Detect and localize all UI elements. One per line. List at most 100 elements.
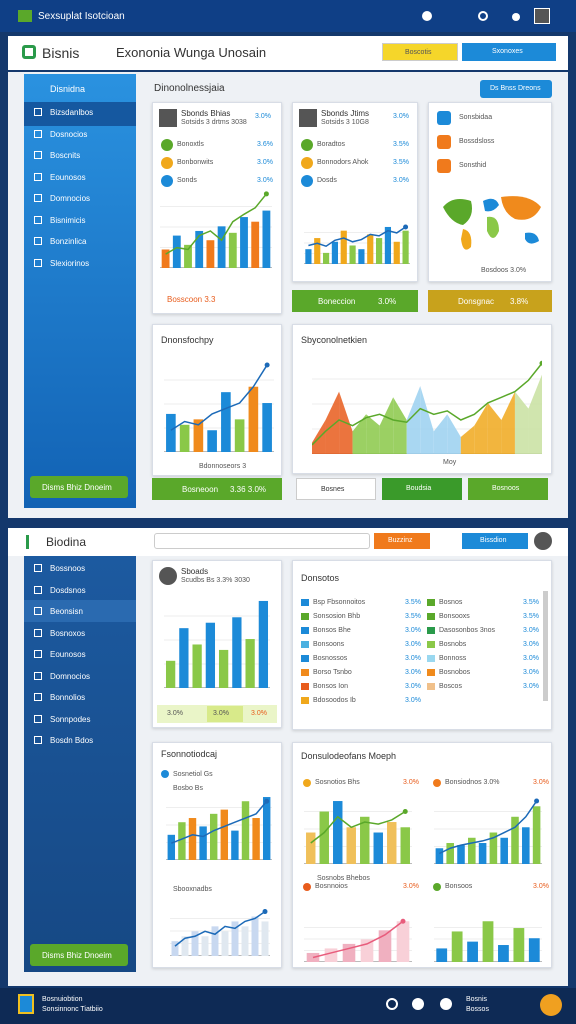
- avatar[interactable]: [534, 8, 550, 24]
- nav-icon[interactable]: [34, 194, 42, 202]
- nav-item[interactable]: Bosnoxos: [50, 628, 86, 638]
- button[interactable]: Sxonoxes: [462, 43, 556, 61]
- nav-item[interactable]: Slexiorinos: [50, 258, 90, 268]
- active-item[interactable]: [24, 600, 136, 622]
- list-icon: [427, 627, 435, 634]
- nav-item[interactable]: Bisnimicis: [50, 215, 86, 225]
- avatar[interactable]: [540, 994, 562, 1016]
- button[interactable]: Bissdion: [462, 533, 528, 549]
- mini-label: Bosnnoios: [315, 883, 348, 890]
- area-segment: [474, 402, 488, 454]
- row-value: 3.0%: [257, 177, 273, 184]
- nav-item[interactable]: Eounosos: [50, 650, 86, 659]
- bar: [178, 822, 186, 860]
- list-icon: [301, 697, 309, 704]
- card: Donsulodeofans Moeph Sosnobs Bhebos Sosn…: [292, 742, 552, 968]
- icon[interactable]: [440, 998, 452, 1010]
- nav-icon[interactable]: [34, 237, 42, 245]
- nav-icon[interactable]: [34, 151, 42, 159]
- scrollbar[interactable]: [543, 591, 548, 701]
- nav-item[interactable]: Eounosos: [50, 172, 86, 182]
- mini-label: Sosnotios Bhs: [315, 779, 360, 786]
- line: [308, 226, 407, 248]
- footer-line: Sonsinnonc Tiatbiio: [42, 1006, 103, 1013]
- nav-item[interactable]: Dosdsnos: [50, 585, 86, 595]
- mini-value: 3.0%: [533, 883, 549, 890]
- icon[interactable]: [422, 11, 432, 21]
- chart: [434, 921, 542, 962]
- nav-icon[interactable]: [34, 258, 42, 267]
- nav-icon[interactable]: [34, 736, 42, 744]
- button[interactable]: Boscotis: [382, 43, 458, 61]
- card: Sonsbidaa Bossdsloss Sonsthid Bosdoos 3.0%: [428, 102, 552, 282]
- nav-icon[interactable]: [34, 172, 42, 181]
- chart: [304, 224, 410, 264]
- list-label: Bosnos: [439, 599, 463, 606]
- nav-item[interactable]: Bonzinlica: [50, 237, 87, 246]
- button[interactable]: Bosnes: [296, 478, 376, 500]
- nav-item[interactable]: Beonsisn: [50, 607, 83, 616]
- nav-icon[interactable]: [34, 650, 42, 658]
- nav-icon[interactable]: [34, 215, 42, 224]
- bar: [165, 660, 176, 688]
- nav-icon[interactable]: [34, 714, 42, 723]
- nav-icon[interactable]: [34, 628, 42, 637]
- nav-item[interactable]: Bosdn Bdos: [50, 736, 94, 745]
- area-segment: [325, 391, 340, 454]
- top-bar: Sexsuplat Isotcioan: [0, 0, 576, 32]
- bar: [261, 921, 269, 956]
- row-label: Bonbonwits: [177, 159, 214, 166]
- active-item[interactable]: [24, 102, 136, 126]
- nav-item[interactable]: Domnocios: [50, 194, 91, 203]
- icon[interactable]: [412, 998, 424, 1010]
- line-point: [262, 909, 268, 915]
- button[interactable]: Disms Bhiz Dnoeim: [30, 476, 128, 498]
- row-label: Sonsbidaa: [459, 114, 493, 121]
- label: Bosneoon: [182, 485, 219, 494]
- brand: Sexsuplat Isotcioan: [38, 11, 125, 22]
- list-icon: [301, 669, 309, 676]
- bar: [367, 234, 374, 264]
- legend: Bosbo Bs: [173, 785, 203, 792]
- bar: [446, 843, 454, 864]
- button[interactable]: Ds Bnss Dreons: [480, 80, 552, 98]
- nav-icon[interactable]: [34, 607, 42, 615]
- legend: Sosnetiol Gs: [173, 771, 213, 778]
- nav-icon[interactable]: [34, 108, 42, 116]
- avatar[interactable]: [534, 532, 552, 550]
- search-box[interactable]: [154, 533, 370, 549]
- list-icon: [301, 627, 309, 634]
- nav-item[interactable]: Bossnoos: [50, 564, 86, 573]
- button[interactable]: Disms Bhiz Dnoeim: [30, 944, 128, 966]
- nav-icon[interactable]: [34, 693, 42, 701]
- nav-item[interactable]: Boscnits: [50, 151, 81, 160]
- nav-icon[interactable]: [34, 585, 42, 594]
- logo-icon: [22, 45, 36, 59]
- icon[interactable]: [512, 13, 520, 21]
- mini-value: 3.0%: [533, 779, 549, 786]
- nav-item[interactable]: Bonnolios: [50, 693, 86, 702]
- line-point: [264, 362, 270, 368]
- label: Donsgnac: [458, 297, 495, 306]
- list-value: 3.0%: [405, 683, 421, 690]
- nav-item[interactable]: Dosnocios: [50, 129, 88, 139]
- list-icon: [427, 683, 435, 690]
- nav-icon[interactable]: [34, 129, 42, 138]
- nav-icon[interactable]: [34, 671, 42, 680]
- line-point: [263, 191, 269, 197]
- button[interactable]: Boudsia: [382, 478, 462, 500]
- row-label: Bonnodors Ahok: [317, 159, 369, 166]
- nav-item[interactable]: Sonnpodes: [50, 714, 91, 724]
- chart: [170, 909, 270, 956]
- bar: [375, 238, 383, 264]
- header: Bisnis Exononia Wunga Unosain Boscotis S…: [8, 36, 568, 70]
- nav-item[interactable]: Domnocios: [50, 671, 91, 681]
- search-icon[interactable]: [478, 11, 488, 21]
- button[interactable]: Bosnoos: [468, 478, 548, 500]
- button[interactable]: Buzzinz: [374, 533, 430, 549]
- bar: [251, 221, 260, 268]
- nav-item[interactable]: Bizsdanlbos: [50, 108, 94, 117]
- list-icon: [301, 655, 309, 662]
- nav-icon[interactable]: [34, 564, 42, 572]
- icon[interactable]: [386, 998, 398, 1010]
